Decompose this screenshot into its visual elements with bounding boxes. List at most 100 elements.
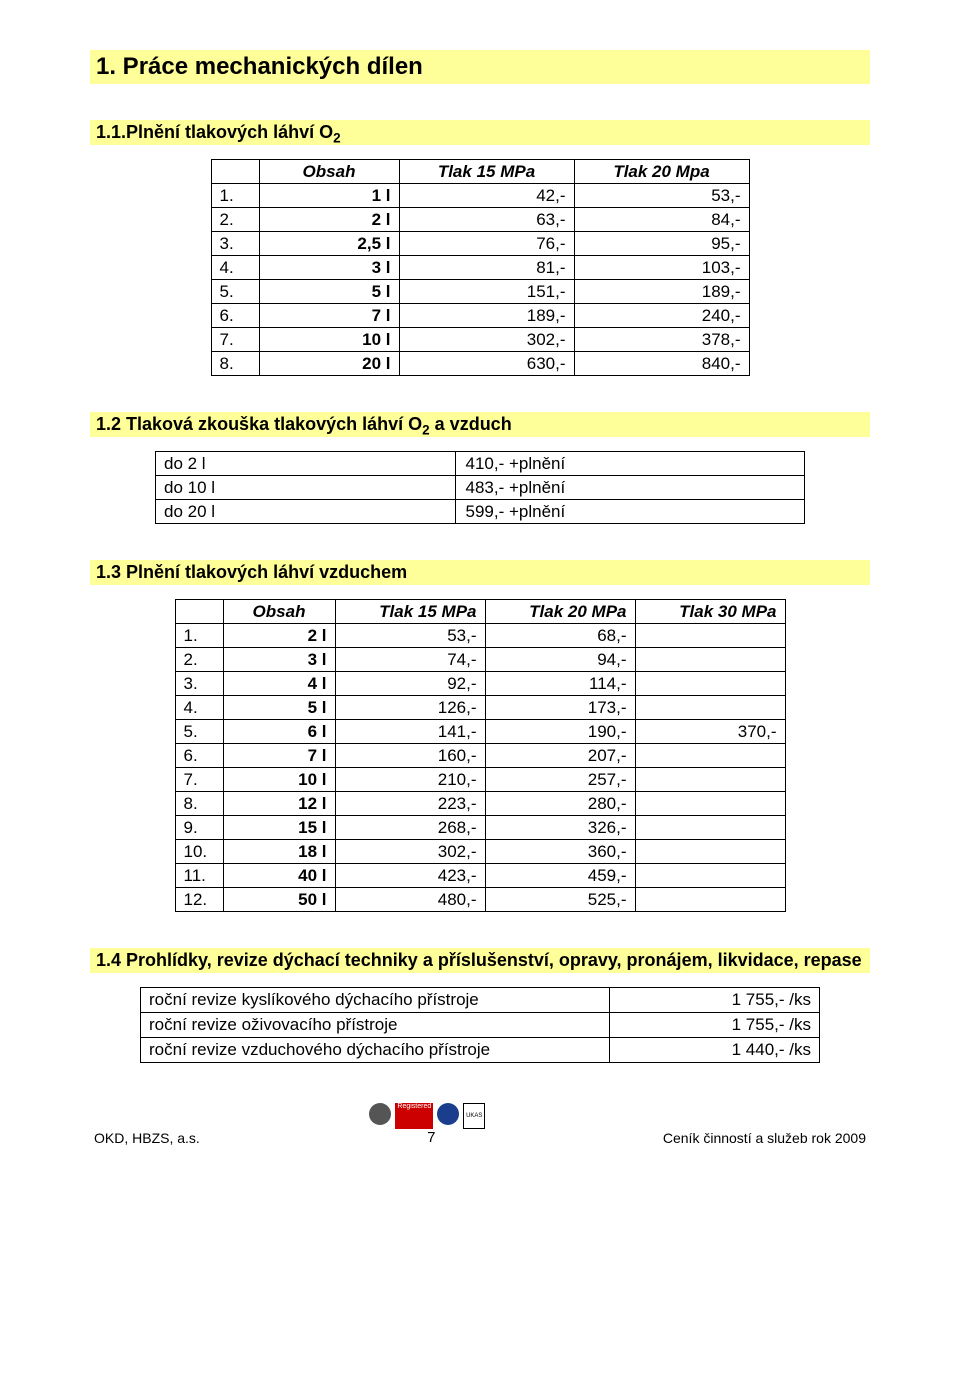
iso-badge-icon bbox=[369, 1103, 391, 1125]
cell-30mpa bbox=[635, 744, 785, 768]
ukas-badge-icon: UKAS bbox=[463, 1103, 485, 1129]
cell-idx: 5. bbox=[175, 720, 223, 744]
table-row: 11.40 l423,-459,- bbox=[175, 864, 785, 888]
cell-15mpa: 141,- bbox=[335, 720, 485, 744]
cell-15mpa: 126,- bbox=[335, 696, 485, 720]
table-row: 4.5 l126,-173,- bbox=[175, 696, 785, 720]
table-row: 6.7 l189,-240,- bbox=[211, 304, 749, 328]
table-1-3: Obsah Tlak 15 MPa Tlak 20 MPa Tlak 30 MP… bbox=[175, 599, 786, 912]
table-row: do 20 l599,- +plnění bbox=[156, 500, 805, 524]
table-1-1-h-15mpa: Tlak 15 MPa bbox=[399, 160, 574, 184]
table-row: 8.12 l223,-280,- bbox=[175, 792, 785, 816]
cell-idx: 2. bbox=[211, 208, 259, 232]
cell-idx: 7. bbox=[175, 768, 223, 792]
cell-idx: 1. bbox=[175, 624, 223, 648]
cell-15mpa: 76,- bbox=[399, 232, 574, 256]
table-row: 2.3 l74,-94,- bbox=[175, 648, 785, 672]
cell-idx: 4. bbox=[211, 256, 259, 280]
table-row: 5.6 l141,-190,-370,- bbox=[175, 720, 785, 744]
table-1-1-h-blank bbox=[211, 160, 259, 184]
cell-15mpa: 630,- bbox=[399, 352, 574, 376]
cell-idx: 7. bbox=[211, 328, 259, 352]
cell-idx: 11. bbox=[175, 864, 223, 888]
cell-label: 5 l bbox=[259, 280, 399, 304]
table-1-1-h-obsah: Obsah bbox=[259, 160, 399, 184]
cell-30mpa bbox=[635, 624, 785, 648]
cell-20mpa: 190,- bbox=[485, 720, 635, 744]
table-row: 1.1 l42,-53,- bbox=[211, 184, 749, 208]
table-row: do 10 l483,- +plnění bbox=[156, 476, 805, 500]
footer-center: Registered UKAS 7 bbox=[200, 1103, 663, 1146]
table-1-3-h-obsah: Obsah bbox=[223, 600, 335, 624]
table-row: 7.10 l210,-257,- bbox=[175, 768, 785, 792]
cell-20mpa: 840,- bbox=[574, 352, 749, 376]
cell-20mpa: 68,- bbox=[485, 624, 635, 648]
cell-label: do 2 l bbox=[156, 452, 456, 476]
cell-label: roční revize vzduchového dýchacího příst… bbox=[141, 1038, 610, 1063]
cell-15mpa: 63,- bbox=[399, 208, 574, 232]
cell-idx: 3. bbox=[211, 232, 259, 256]
cell-15mpa: 92,- bbox=[335, 672, 485, 696]
cell-idx: 3. bbox=[175, 672, 223, 696]
table-row: do 2 l410,- +plnění bbox=[156, 452, 805, 476]
table-row: 3.4 l92,-114,- bbox=[175, 672, 785, 696]
cell-15mpa: 302,- bbox=[335, 840, 485, 864]
cell-idx: 8. bbox=[175, 792, 223, 816]
cell-20mpa: 94,- bbox=[485, 648, 635, 672]
table-row: 4.3 l81,-103,- bbox=[211, 256, 749, 280]
cell-label: 10 l bbox=[223, 768, 335, 792]
cell-20mpa: 378,- bbox=[574, 328, 749, 352]
cell-value: 410,- +plnění bbox=[455, 452, 805, 476]
cell-value: 1 755,- /ks bbox=[610, 1013, 820, 1038]
cell-label: 3 l bbox=[223, 648, 335, 672]
cell-label: do 20 l bbox=[156, 500, 456, 524]
cell-label: do 10 l bbox=[156, 476, 456, 500]
cell-value: 1 440,- /ks bbox=[610, 1038, 820, 1063]
table-row: roční revize oživovacího přístroje1 755,… bbox=[141, 1013, 820, 1038]
table-1-1: Obsah Tlak 15 MPa Tlak 20 Mpa 1.1 l42,-5… bbox=[211, 159, 750, 376]
table-1-4: roční revize kyslíkového dýchacího příst… bbox=[140, 987, 820, 1063]
registered-badge-icon: Registered bbox=[395, 1103, 433, 1129]
cell-label: 12 l bbox=[223, 792, 335, 816]
heading-section-1-4: 1.4 Prohlídky, revize dýchací techniky a… bbox=[90, 948, 870, 973]
cell-20mpa: 459,- bbox=[485, 864, 635, 888]
cell-20mpa: 240,- bbox=[574, 304, 749, 328]
cell-30mpa bbox=[635, 816, 785, 840]
cell-label: 7 l bbox=[259, 304, 399, 328]
cell-label: 6 l bbox=[223, 720, 335, 744]
cell-label: 7 l bbox=[223, 744, 335, 768]
cell-value: 483,- +plnění bbox=[455, 476, 805, 500]
cell-15mpa: 268,- bbox=[335, 816, 485, 840]
cell-15mpa: 423,- bbox=[335, 864, 485, 888]
cell-20mpa: 326,- bbox=[485, 816, 635, 840]
heading-1-2-pre: 1.2 Tlaková zkouška tlakových láhví O bbox=[96, 414, 422, 434]
cell-label: 2 l bbox=[259, 208, 399, 232]
table-row: 2.2 l63,-84,- bbox=[211, 208, 749, 232]
cell-20mpa: 173,- bbox=[485, 696, 635, 720]
cell-15mpa: 42,- bbox=[399, 184, 574, 208]
table-1-3-h-20: Tlak 20 MPa bbox=[485, 600, 635, 624]
cell-20mpa: 525,- bbox=[485, 888, 635, 912]
footer-right: Ceník činností a služeb rok 2009 bbox=[663, 1130, 866, 1146]
cell-label: 10 l bbox=[259, 328, 399, 352]
cell-label: 50 l bbox=[223, 888, 335, 912]
cell-30mpa bbox=[635, 696, 785, 720]
table-row: 8.20 l630,-840,- bbox=[211, 352, 749, 376]
table-1-1-h-20mpa: Tlak 20 Mpa bbox=[574, 160, 749, 184]
heading-section-1-1: 1.1.Plnění tlakových láhví O2 bbox=[90, 120, 870, 145]
cell-idx: 6. bbox=[175, 744, 223, 768]
cell-15mpa: 223,- bbox=[335, 792, 485, 816]
cell-label: 15 l bbox=[223, 816, 335, 840]
cell-30mpa bbox=[635, 672, 785, 696]
cell-30mpa bbox=[635, 840, 785, 864]
cell-30mpa: 370,- bbox=[635, 720, 785, 744]
cell-idx: 10. bbox=[175, 840, 223, 864]
cell-20mpa: 360,- bbox=[485, 840, 635, 864]
heading-1-2-post: a vzduch bbox=[430, 414, 512, 434]
cell-label: 4 l bbox=[223, 672, 335, 696]
heading-1-1-text: 1.1.Plnění tlakových láhví O bbox=[96, 122, 333, 142]
heading-1-2-subscript: 2 bbox=[422, 423, 430, 438]
cell-20mpa: 53,- bbox=[574, 184, 749, 208]
heading-section-1-3: 1.3 Plnění tlakových láhví vzduchem bbox=[90, 560, 870, 585]
table-row: 7.10 l302,-378,- bbox=[211, 328, 749, 352]
